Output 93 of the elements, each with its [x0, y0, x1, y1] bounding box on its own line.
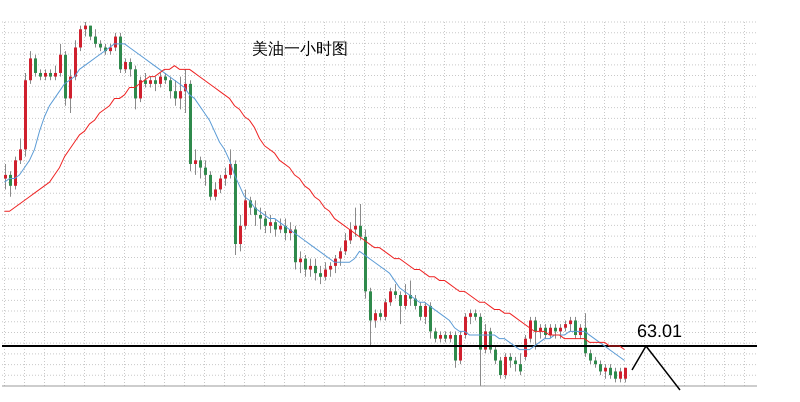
- candlestick: [19, 138, 22, 164]
- candlestick: [49, 68, 52, 81]
- candlestick: [599, 360, 602, 376]
- candlestick: [394, 284, 397, 300]
- candlestick: [319, 265, 322, 285]
- candlestick: [334, 254, 337, 274]
- candlestick: [59, 43, 62, 78]
- candlestick: [159, 72, 162, 88]
- candlestick: [274, 218, 277, 238]
- candlestick: [519, 352, 522, 376]
- candlestick: [589, 349, 592, 365]
- candlestick: [574, 316, 577, 340]
- candlestick: [384, 298, 387, 321]
- candlestick: [529, 316, 532, 343]
- candlestick: [534, 316, 537, 350]
- candlestick: [554, 324, 557, 340]
- candlestick: [314, 258, 317, 281]
- candlestick: [349, 222, 352, 245]
- candlestick: [469, 309, 472, 325]
- candlestick: [439, 330, 442, 343]
- candlestick: [29, 50, 32, 84]
- candlestick: [124, 58, 127, 74]
- candlestick: [424, 302, 427, 325]
- candlestick: [359, 204, 362, 241]
- candlestick: [224, 167, 227, 186]
- candlestick: [329, 262, 332, 278]
- candlestick: [624, 367, 627, 383]
- candlestick: [204, 160, 207, 186]
- candlestick: [379, 309, 382, 321]
- candlestick: [9, 170, 12, 198]
- candlestick: [354, 207, 357, 238]
- candlestick: [504, 352, 507, 380]
- candlestick: [474, 309, 477, 321]
- candlestick: [144, 72, 147, 88]
- candlestick: [149, 76, 152, 88]
- candlestick: [214, 182, 217, 201]
- candlestick: [324, 262, 327, 281]
- candlestick: [194, 148, 197, 176]
- candlestick: [404, 284, 407, 310]
- candlestick: [44, 68, 47, 81]
- candlestick: [84, 22, 87, 38]
- candlestick: [169, 76, 172, 99]
- candlestick: [299, 250, 302, 274]
- candlestick: [449, 330, 452, 343]
- candlestick: [79, 25, 82, 52]
- candlestick: [304, 254, 307, 278]
- candlestick: [399, 290, 402, 325]
- candlestick: [239, 214, 242, 252]
- candlestick: [114, 32, 117, 52]
- candlestick: [164, 72, 167, 84]
- candlestick: [99, 40, 102, 52]
- candlestick: [609, 364, 612, 380]
- candlestick: [374, 309, 377, 328]
- candlestick: [69, 68, 72, 114]
- candlestick: [94, 28, 97, 48]
- candlestick: [89, 25, 92, 41]
- candlestick: [594, 356, 597, 368]
- candlestick: [339, 247, 342, 266]
- candlestick: [569, 316, 572, 332]
- candlestick: [499, 356, 502, 380]
- candlestick: [209, 170, 212, 201]
- candlestick: [419, 302, 422, 321]
- candlestick: [494, 345, 497, 365]
- candlestick: [39, 68, 42, 81]
- candlestick: [434, 327, 437, 343]
- candlestick: [389, 287, 392, 306]
- candlestick: [614, 367, 617, 383]
- candlestick: [559, 324, 562, 340]
- candlestick: [269, 214, 272, 234]
- annotation: 63.01: [637, 321, 682, 341]
- candlestick: [444, 330, 447, 343]
- candlestick: [264, 210, 267, 234]
- candlestick: [154, 76, 157, 92]
- candlestick: [344, 232, 347, 256]
- candlestick: [514, 356, 517, 372]
- candlestick: [309, 258, 312, 278]
- candlestick: [174, 80, 177, 106]
- candlestick: [464, 312, 467, 340]
- candlestick: [34, 54, 37, 78]
- candlestick: [509, 352, 512, 368]
- candlestick: [219, 174, 222, 194]
- candlestick: [619, 367, 622, 383]
- candlestick: [564, 320, 567, 332]
- text: 美油一小时图: [252, 39, 348, 58]
- candlestick: [279, 218, 282, 234]
- candlestick: [4, 163, 7, 190]
- candlestick: [604, 364, 607, 380]
- candlestick: [179, 76, 182, 110]
- candlestick: [54, 65, 57, 81]
- candlestick: [259, 207, 262, 230]
- candlestick: [199, 156, 202, 180]
- candlestick: [139, 76, 142, 103]
- candlestick: [129, 58, 132, 78]
